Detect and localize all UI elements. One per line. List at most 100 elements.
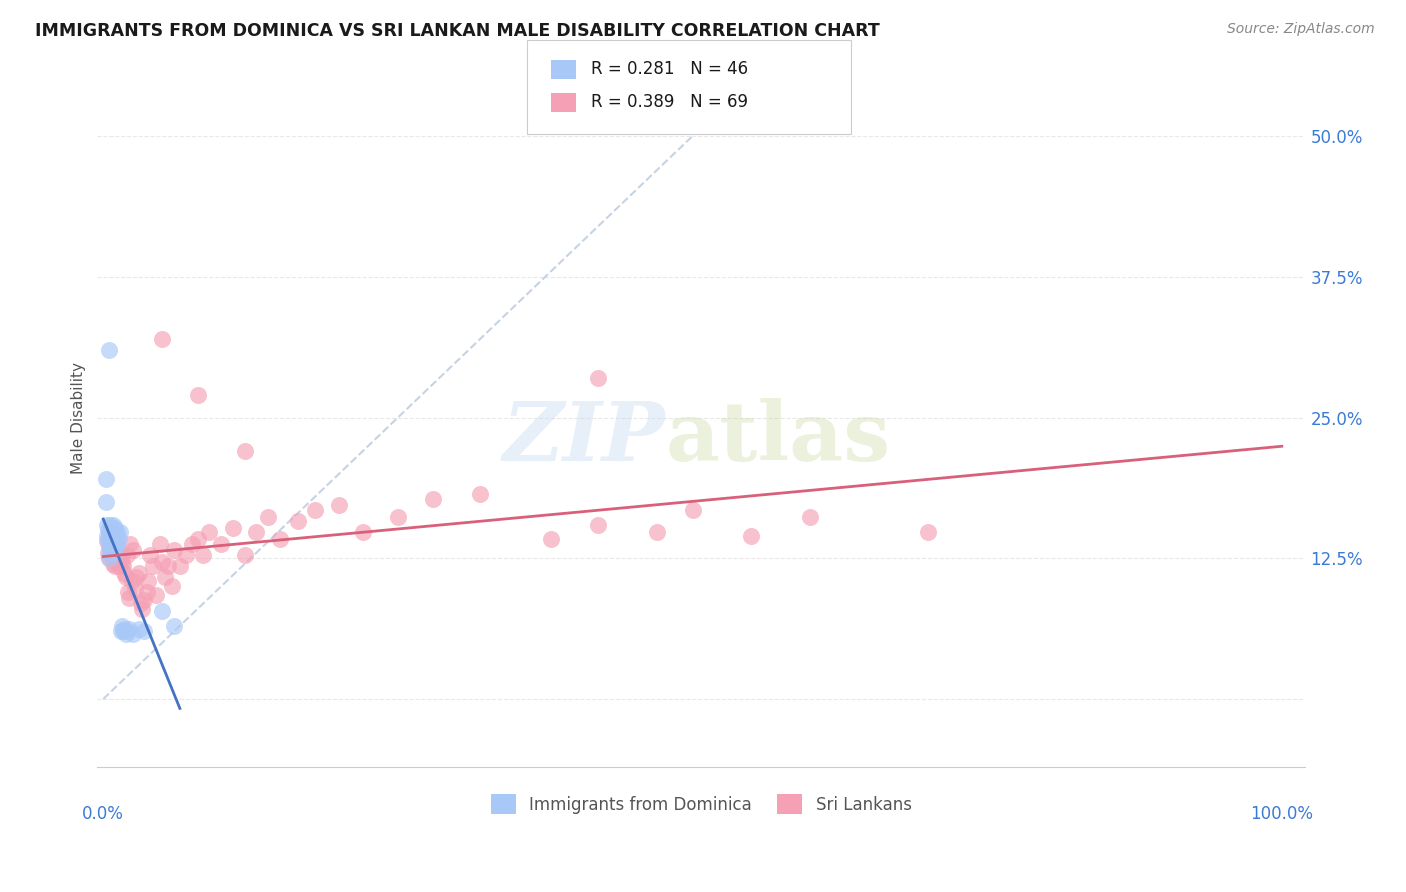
Point (114, 626, 136, 640)
Point (98, 534, 121, 549)
Point (104, 521, 127, 535)
Point (104, 536, 127, 550)
Text: atlas: atlas (665, 399, 890, 478)
Point (129, 596, 152, 610)
Y-axis label: Male Disability: Male Disability (72, 361, 86, 474)
Point (186, 388, 208, 402)
Point (103, 523, 125, 537)
Point (186, 532, 208, 546)
Point (98, 343, 121, 357)
Point (134, 593, 156, 607)
Point (98, 551, 121, 566)
Point (135, 585, 157, 599)
Point (105, 546, 128, 560)
Text: IMMIGRANTS FROM DOMINICA VS SRI LANKAN MALE DISABILITY CORRELATION CHART: IMMIGRANTS FROM DOMINICA VS SRI LANKAN M… (35, 22, 880, 40)
Point (111, 619, 134, 633)
Point (233, 548, 256, 562)
Point (257, 509, 280, 524)
Point (108, 525, 131, 540)
Point (269, 532, 291, 546)
Point (101, 534, 124, 549)
Point (118, 622, 141, 636)
Point (352, 525, 374, 540)
Point (111, 555, 134, 569)
Point (100, 521, 122, 535)
Legend: Immigrants from Dominica, Sri Lankans: Immigrants from Dominica, Sri Lankans (485, 788, 918, 821)
Point (150, 332, 173, 346)
Point (198, 525, 221, 540)
Point (114, 570, 136, 584)
Point (115, 548, 138, 562)
Point (422, 491, 444, 506)
Point (163, 543, 186, 558)
Point (100, 525, 122, 540)
Point (145, 589, 167, 603)
Point (121, 626, 143, 640)
Point (233, 444, 256, 458)
Point (118, 591, 141, 605)
Point (98, 551, 121, 566)
Point (110, 548, 132, 562)
Point (100, 546, 122, 560)
Point (121, 574, 143, 588)
Text: R = 0.281   N = 46: R = 0.281 N = 46 (591, 60, 748, 78)
Point (98, 525, 121, 540)
Point (114, 622, 136, 636)
Point (104, 529, 127, 543)
Text: R = 0.389   N = 69: R = 0.389 N = 69 (591, 93, 748, 111)
Point (540, 532, 562, 546)
Point (682, 503, 704, 517)
Point (105, 536, 128, 550)
Text: ZIP: ZIP (502, 399, 665, 478)
Point (101, 540, 124, 554)
Point (107, 532, 129, 546)
Point (97, 546, 120, 560)
Point (586, 517, 609, 532)
Text: 100.0%: 100.0% (1250, 805, 1313, 823)
Point (209, 536, 232, 550)
Point (96, 529, 118, 543)
Point (149, 536, 172, 550)
Point (117, 585, 139, 599)
Point (108, 551, 131, 566)
Point (160, 579, 183, 593)
Point (105, 529, 128, 543)
Point (94, 473, 117, 487)
Point (104, 546, 127, 560)
Point (97, 523, 120, 537)
Point (104, 543, 127, 558)
Point (124, 582, 146, 596)
Point (222, 521, 245, 535)
Point (150, 604, 173, 618)
Point (94, 495, 117, 509)
Point (103, 548, 125, 562)
Point (150, 555, 173, 569)
Point (142, 559, 165, 574)
Point (101, 543, 124, 558)
Point (740, 529, 762, 543)
Point (163, 619, 186, 633)
Point (169, 559, 191, 574)
Point (245, 525, 267, 540)
Point (174, 548, 197, 562)
Point (98, 517, 121, 532)
Point (101, 525, 124, 540)
Point (107, 559, 129, 574)
Point (96, 517, 118, 532)
Point (98, 540, 121, 554)
Point (103, 531, 125, 545)
Point (134, 624, 156, 639)
Point (98, 529, 121, 543)
Point (112, 559, 135, 574)
Text: Source: ZipAtlas.com: Source: ZipAtlas.com (1227, 22, 1375, 37)
Point (799, 509, 821, 524)
Point (112, 624, 135, 639)
Point (470, 487, 492, 501)
Point (287, 514, 309, 528)
Point (193, 548, 215, 562)
Point (328, 499, 350, 513)
Point (114, 566, 136, 580)
Point (136, 574, 159, 588)
Point (125, 570, 148, 584)
Point (645, 525, 668, 540)
